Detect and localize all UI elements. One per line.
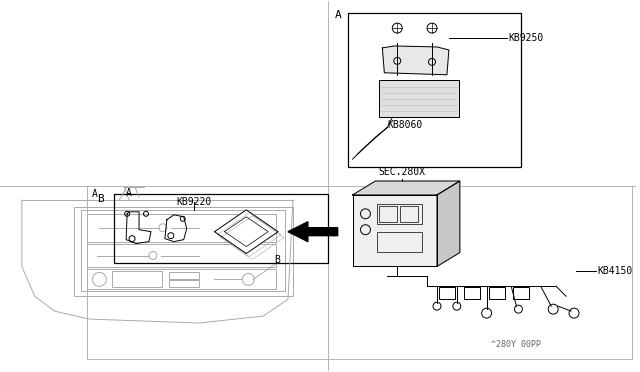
Bar: [400, 206, 418, 222]
Bar: [74, 207, 293, 296]
Polygon shape: [437, 181, 460, 266]
Bar: [464, 287, 480, 299]
Bar: [169, 272, 198, 279]
Bar: [112, 272, 162, 287]
Bar: [380, 80, 459, 118]
Bar: [439, 287, 455, 299]
Bar: [88, 244, 276, 267]
Bar: [513, 287, 529, 299]
Text: B: B: [97, 194, 104, 204]
Bar: [378, 232, 422, 251]
Bar: [378, 204, 422, 224]
Text: A: A: [92, 189, 97, 199]
Bar: [114, 194, 328, 263]
Text: KB4150: KB4150: [598, 266, 633, 276]
Text: A: A: [126, 188, 132, 198]
Text: KB9250: KB9250: [509, 33, 544, 43]
Polygon shape: [353, 181, 460, 195]
Bar: [380, 80, 459, 118]
Text: KB8060: KB8060: [387, 121, 422, 131]
Bar: [488, 287, 504, 299]
Bar: [88, 214, 276, 242]
Bar: [348, 13, 522, 167]
Bar: [353, 195, 437, 266]
Bar: [380, 206, 397, 222]
Bar: [353, 195, 437, 266]
Text: B: B: [274, 256, 280, 266]
Bar: [88, 269, 276, 289]
Bar: [81, 210, 285, 291]
Polygon shape: [214, 210, 278, 254]
Polygon shape: [382, 46, 449, 75]
Polygon shape: [288, 222, 338, 242]
Text: KB9220: KB9220: [176, 197, 211, 207]
Text: A: A: [335, 10, 341, 20]
Text: SEC.280X: SEC.280X: [379, 167, 426, 177]
Bar: [169, 280, 198, 287]
Text: ^280Y 00PP: ^280Y 00PP: [492, 340, 541, 349]
